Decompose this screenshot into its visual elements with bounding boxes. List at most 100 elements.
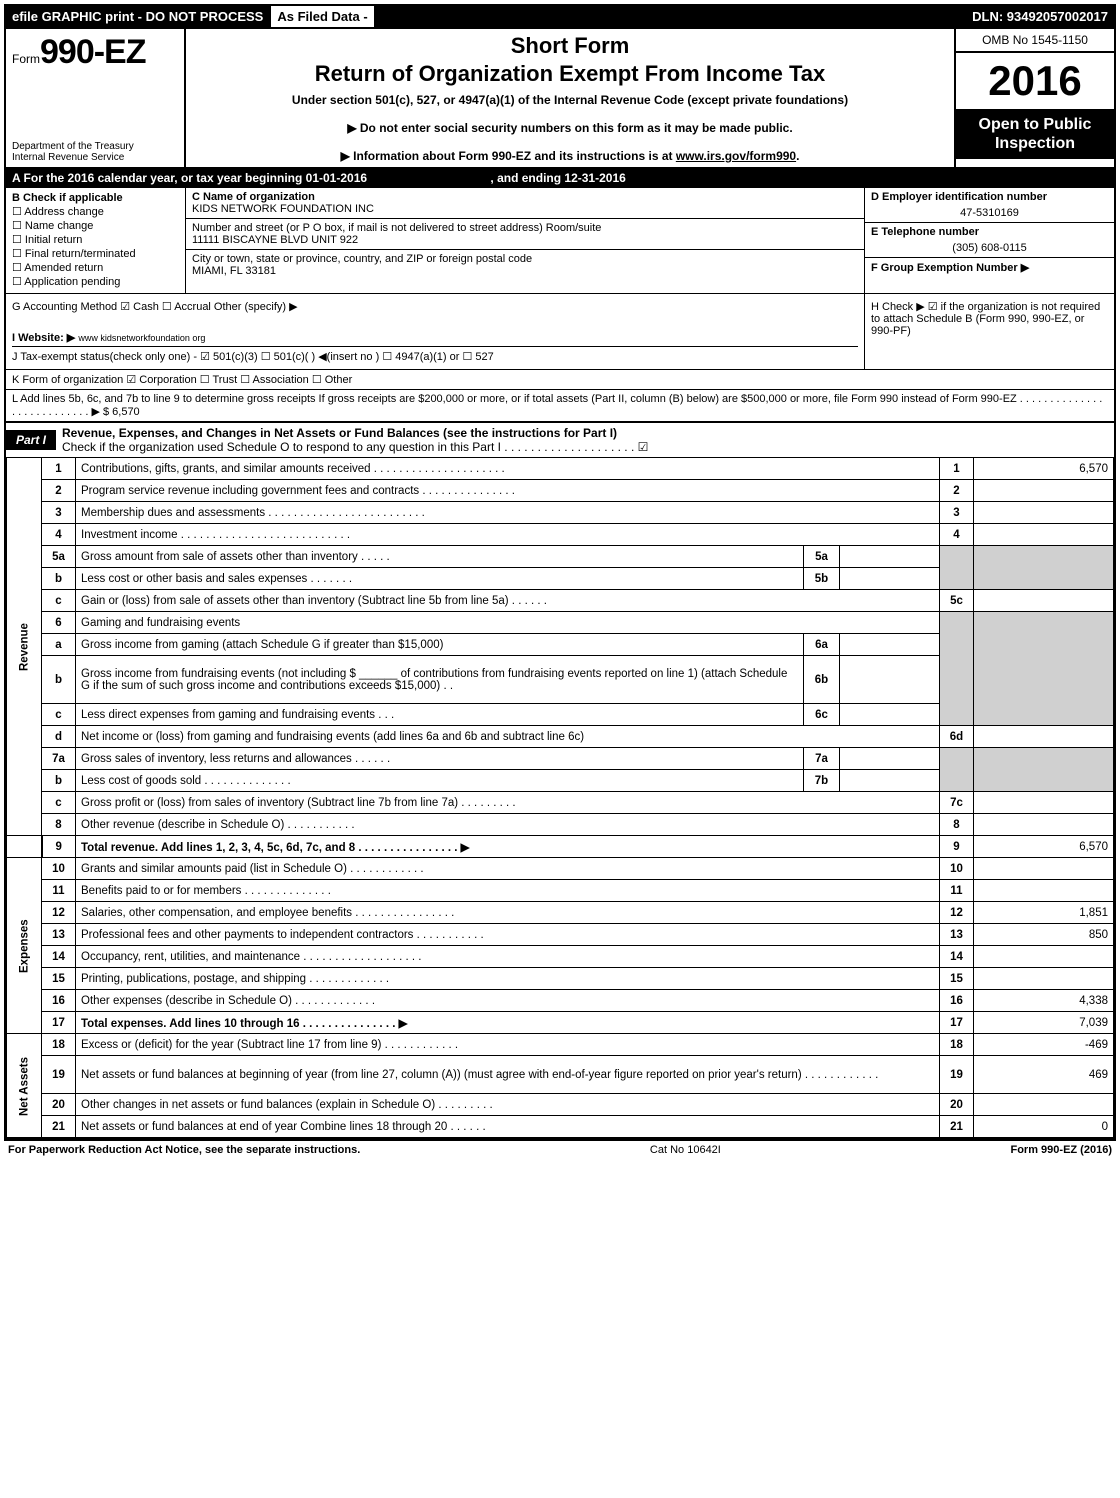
line-6-desc: Gaming and fundraising events	[76, 612, 940, 634]
row-d-ein: D Employer identification number 47-5310…	[865, 188, 1114, 223]
header-right: OMB No 1545-1150 2016 Open to Public Ins…	[954, 29, 1114, 167]
line-16-amount: 4,338	[974, 990, 1114, 1012]
ssn-note: ▶ Do not enter social security numbers o…	[194, 121, 946, 135]
short-form-label: Short Form	[194, 33, 946, 59]
row-g-h: G Accounting Method ☑ Cash ☐ Accrual Oth…	[6, 293, 1114, 369]
footer-left: For Paperwork Reduction Act Notice, see …	[8, 1144, 360, 1156]
line-14-desc: Occupancy, rent, utilities, and maintena…	[76, 946, 940, 968]
form-number: Form990-EZ	[12, 33, 178, 72]
row-f-group: F Group Exemption Number ▶	[865, 258, 1114, 293]
line-6a-desc: Gross income from gaming (attach Schedul…	[76, 634, 804, 656]
row-a-calendar-year: A For the 2016 calendar year, or tax yea…	[6, 167, 1114, 187]
line-11-desc: Benefits paid to or for members . . . . …	[76, 880, 940, 902]
line-1-desc: Contributions, gifts, grants, and simila…	[76, 458, 940, 480]
website-value: www kidsnetworkfoundation org	[78, 333, 205, 343]
line-5b-desc: Less cost or other basis and sales expen…	[76, 568, 804, 590]
line-16-desc: Other expenses (describe in Schedule O) …	[76, 990, 940, 1012]
org-name: KIDS NETWORK FOUNDATION INC	[192, 203, 858, 215]
part-1-header: Part I Revenue, Expenses, and Changes in…	[6, 421, 1114, 457]
row-e-phone: E Telephone number (305) 608-0115	[865, 223, 1114, 258]
line-5a-desc: Gross amount from sale of assets other t…	[76, 546, 804, 568]
col-d-e-f: D Employer identification number 47-5310…	[864, 188, 1114, 293]
line-20-desc: Other changes in net assets or fund bala…	[76, 1094, 940, 1116]
section-b-c-d: B Check if applicable ☐ Address change ☐…	[6, 187, 1114, 293]
header-left: Form990-EZ Department of the Treasury In…	[6, 29, 186, 167]
as-filed-label: As Filed Data -	[269, 6, 375, 27]
line-17-desc: Total expenses. Add lines 10 through 16 …	[76, 1012, 940, 1034]
line-13-desc: Professional fees and other payments to …	[76, 924, 940, 946]
col-b-checkboxes: B Check if applicable ☐ Address change ☐…	[6, 188, 186, 293]
org-name-block: C Name of organization KIDS NETWORK FOUN…	[186, 188, 864, 219]
line-21-amount: 0	[974, 1116, 1114, 1138]
revenue-side-label: Revenue	[7, 458, 42, 836]
header-center: Short Form Return of Organization Exempt…	[186, 29, 954, 167]
efile-label: efile GRAPHIC print - DO NOT PROCESS	[6, 6, 269, 27]
line-8-desc: Other revenue (describe in Schedule O) .…	[76, 814, 940, 836]
part-1-label: Part I	[6, 430, 56, 450]
dln-label: DLN: 93492057002017	[966, 6, 1114, 27]
omb-number: OMB No 1545-1150	[956, 29, 1114, 53]
header: Form990-EZ Department of the Treasury In…	[6, 27, 1114, 167]
open-to-public: Open to Public Inspection	[956, 109, 1114, 159]
line-9-desc: Total revenue. Add lines 1, 2, 3, 4, 5c,…	[76, 836, 940, 858]
col-c-address: C Name of organization KIDS NETWORK FOUN…	[186, 188, 864, 293]
line-6c-desc: Less direct expenses from gaming and fun…	[76, 704, 804, 726]
line-17-amount: 7,039	[974, 1012, 1114, 1034]
chk-name-change[interactable]: ☐ Name change	[12, 219, 179, 232]
footer-right: Form 990-EZ (2016)	[1010, 1144, 1112, 1156]
col-b-head: B Check if applicable	[12, 192, 179, 204]
line-9-amount: 6,570	[974, 836, 1114, 858]
info-note: ▶ Information about Form 990-EZ and its …	[194, 149, 946, 163]
row-l: L Add lines 5b, 6c, and 7b to line 9 to …	[6, 389, 1114, 421]
line-12-amount: 1,851	[974, 902, 1114, 924]
form-container: efile GRAPHIC print - DO NOT PROCESS As …	[4, 4, 1116, 1140]
chk-final-return[interactable]: ☐ Final return/terminated	[12, 247, 179, 260]
line-6b-desc: Gross income from fundraising events (no…	[76, 656, 804, 704]
phone-value: (305) 608-0115	[871, 242, 1108, 254]
footer-mid: Cat No 10642I	[650, 1144, 721, 1156]
top-bar: efile GRAPHIC print - DO NOT PROCESS As …	[6, 6, 1114, 27]
form-subtitle: Under section 501(c), 527, or 4947(a)(1)…	[194, 93, 946, 107]
row-k: K Form of organization ☑ Corporation ☐ T…	[6, 369, 1114, 389]
line-15-desc: Printing, publications, postage, and shi…	[76, 968, 940, 990]
footer: For Paperwork Reduction Act Notice, see …	[4, 1140, 1116, 1159]
accounting-method: G Accounting Method ☑ Cash ☐ Accrual Oth…	[12, 300, 858, 313]
line-13-amount: 850	[974, 924, 1114, 946]
line-7b-desc: Less cost of goods sold . . . . . . . . …	[76, 770, 804, 792]
col-g: G Accounting Method ☑ Cash ☐ Accrual Oth…	[6, 294, 864, 369]
col-h-schedule-b: H Check ▶ ☑ if the organization is not r…	[864, 294, 1114, 369]
chk-address-change[interactable]: ☐ Address change	[12, 205, 179, 218]
city-block: City or town, state or province, country…	[186, 250, 864, 280]
line-18-desc: Excess or (deficit) for the year (Subtra…	[76, 1034, 940, 1056]
street-address: 11111 BISCAYNE BLVD UNIT 922	[192, 234, 858, 246]
form-title: Return of Organization Exempt From Incom…	[194, 61, 946, 87]
line-18-amount: -469	[974, 1034, 1114, 1056]
website-label: I Website: ▶	[12, 332, 75, 344]
tax-exempt-status: J Tax-exempt status(check only one) - ☑ …	[12, 346, 858, 363]
line-10-desc: Grants and similar amounts paid (list in…	[76, 858, 940, 880]
part-1-title: Revenue, Expenses, and Changes in Net As…	[56, 423, 1114, 457]
line-19-desc: Net assets or fund balances at beginning…	[76, 1056, 940, 1094]
line-1-amount: 6,570	[974, 458, 1114, 480]
line-6d-desc: Net income or (loss) from gaming and fun…	[76, 726, 940, 748]
line-19-amount: 469	[974, 1056, 1114, 1094]
street-block: Number and street (or P O box, if mail i…	[186, 219, 864, 250]
line-2-desc: Program service revenue including govern…	[76, 480, 940, 502]
tax-year: 2016	[956, 53, 1114, 109]
netassets-side-label: Net Assets	[7, 1034, 42, 1138]
chk-amended-return[interactable]: ☐ Amended return	[12, 261, 179, 274]
department-label: Department of the Treasury Internal Reve…	[12, 141, 178, 163]
expenses-side-label: Expenses	[7, 858, 42, 1034]
ein-value: 47-5310169	[871, 207, 1108, 219]
line-3-desc: Membership dues and assessments . . . . …	[76, 502, 940, 524]
chk-application-pending[interactable]: ☐ Application pending	[12, 275, 179, 288]
line-21-desc: Net assets or fund balances at end of ye…	[76, 1116, 940, 1138]
line-7c-desc: Gross profit or (loss) from sales of inv…	[76, 792, 940, 814]
city-state-zip: MIAMI, FL 33181	[192, 265, 858, 277]
chk-initial-return[interactable]: ☐ Initial return	[12, 233, 179, 246]
line-7a-desc: Gross sales of inventory, less returns a…	[76, 748, 804, 770]
part-1-table: Revenue 1 Contributions, gifts, grants, …	[6, 457, 1114, 1138]
line-5c-desc: Gain or (loss) from sale of assets other…	[76, 590, 940, 612]
line-4-desc: Investment income . . . . . . . . . . . …	[76, 524, 940, 546]
line-12-desc: Salaries, other compensation, and employ…	[76, 902, 940, 924]
